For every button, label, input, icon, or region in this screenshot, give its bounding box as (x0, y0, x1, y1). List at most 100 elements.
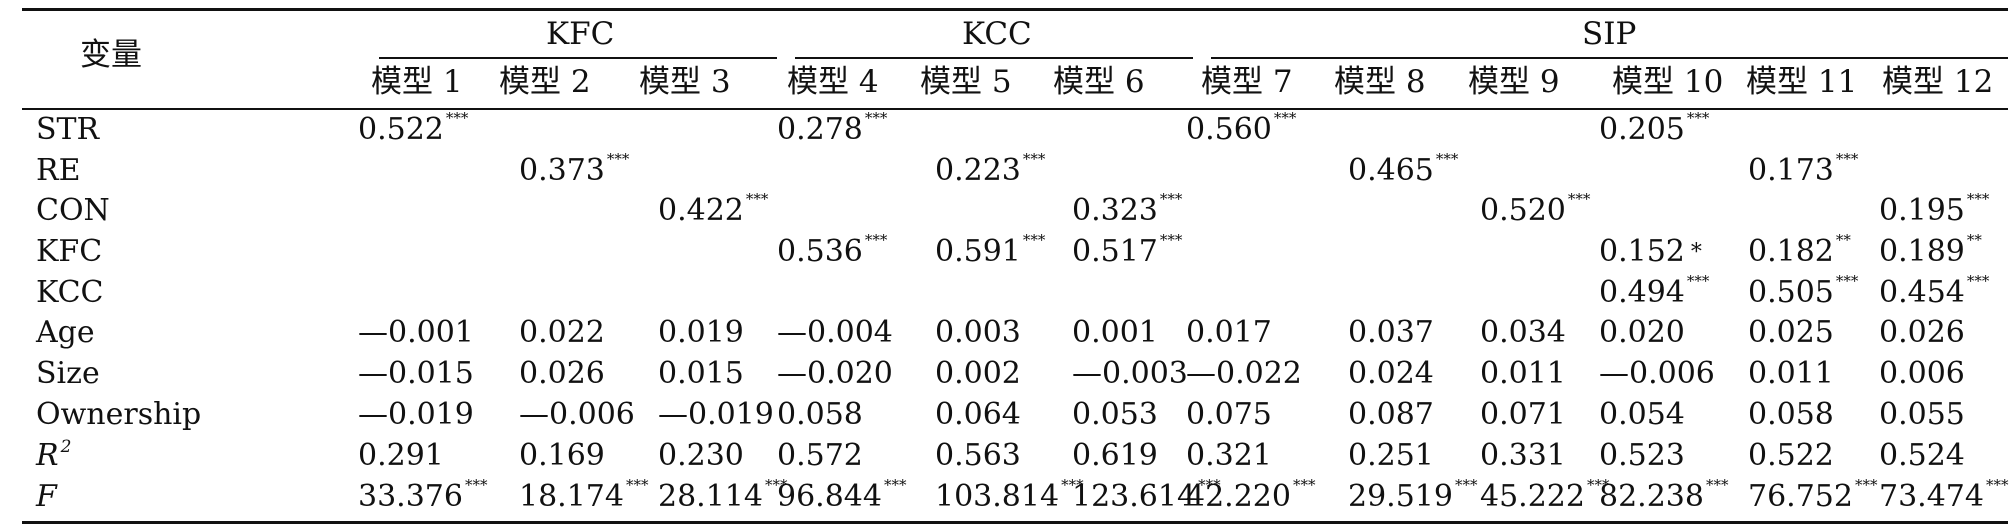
cell-value: 0.003 (935, 315, 1021, 350)
model-header: 模型 7 (1201, 64, 1293, 100)
table-cell: 0.572 (777, 441, 863, 471)
row-label-text: F (36, 479, 57, 514)
cell-value: —0.015 (358, 356, 474, 391)
model-header: 模型 8 (1334, 64, 1426, 100)
significance-marker: *** (1966, 272, 1990, 290)
model-header: 模型 10 (1612, 64, 1724, 100)
group-header-kcc: KCC (962, 16, 1032, 52)
table-cell: 0.006 (1879, 359, 1965, 389)
group-rule-kcc (795, 57, 1193, 59)
corner-label: 变量 (80, 37, 142, 73)
cell-value: 0.075 (1186, 397, 1272, 432)
row-label-text: KFC (36, 234, 103, 269)
model-header: 模型 11 (1746, 64, 1858, 100)
significance-marker: *** (1022, 150, 1046, 168)
cell-value: 0.169 (519, 438, 605, 473)
cell-value: 0.522 (1748, 438, 1834, 473)
cell-value: 0.278 (777, 112, 863, 147)
table-cell: 18.174 *** (519, 478, 648, 512)
significance-marker: *** (883, 476, 907, 494)
table-cell: 82.238 *** (1599, 478, 1728, 514)
model-header: 模型 9 (1468, 64, 1560, 100)
cell-value: 0.422 (658, 193, 744, 228)
row-label-text: Size (36, 356, 100, 391)
row-label-text: Ownership (36, 397, 202, 432)
significance-marker: *** (1854, 476, 1878, 494)
row-label: F (36, 482, 57, 512)
table-cell: 0.321 (1186, 441, 1272, 471)
table-cell: 0.522 (1748, 441, 1834, 471)
cell-value: 0.230 (658, 438, 744, 473)
significance-marker: *** (1686, 272, 1710, 290)
significance-marker: ** (1966, 231, 1982, 249)
header-bottom-rule (22, 108, 2008, 110)
significance-marker: *** (606, 150, 630, 168)
table-cell: 0.536 *** (777, 233, 887, 269)
table-cell: 0.563 (935, 441, 1021, 471)
cell-value: 82.238 (1599, 479, 1704, 514)
cell-value: 0.321 (1186, 438, 1272, 473)
cell-value: —0.022 (1186, 356, 1302, 391)
cell-value: 0.291 (358, 438, 444, 473)
row-label-text: KCC (36, 275, 104, 310)
cell-value: —0.004 (777, 315, 893, 350)
cell-value: 0.195 (1879, 193, 1965, 228)
table-cell: 0.591 *** (935, 233, 1045, 267)
cell-value: 0.002 (935, 356, 1021, 391)
table-cell: 0.524 (1879, 441, 1965, 471)
significance-marker: *** (764, 476, 788, 494)
table-cell: 0.523 (1599, 441, 1685, 471)
table-cell: —0.020 (777, 359, 893, 389)
table-cell: 0.331 (1480, 441, 1566, 471)
table-cell: 0.373 *** (519, 152, 629, 186)
table-cell: 0.230 (658, 441, 744, 471)
table-cell: 0.001 (1072, 318, 1158, 348)
cell-value: 0.011 (1480, 356, 1566, 391)
table-cell: 0.223 *** (935, 152, 1045, 186)
cell-value: 0.019 (658, 315, 744, 350)
cell-value: 0.053 (1072, 397, 1158, 432)
cell-value: —0.019 (658, 397, 774, 432)
table-cell: 0.037 (1348, 318, 1434, 348)
cell-value: 0.331 (1480, 438, 1566, 473)
table-cell: —0.006 (1599, 359, 1715, 389)
cell-value: —0.003 (1072, 356, 1188, 391)
table-cell: —0.006 (519, 400, 635, 430)
table-cell: 0.173 *** (1748, 152, 1858, 188)
table-cell: 0.182 ** (1748, 233, 1851, 267)
cell-value: 0.054 (1599, 397, 1685, 432)
cell-value: 0.522 (358, 112, 444, 147)
cell-value: 0.037 (1348, 315, 1434, 350)
table-cell: 0.205 *** (1599, 111, 1709, 145)
cell-value: 0.536 (777, 234, 863, 269)
table-cell: 0.323 *** (1072, 192, 1182, 226)
group-header-kfc: KFC (546, 16, 615, 52)
cell-value: 0.173 (1748, 153, 1834, 188)
table-cell: 0.034 (1480, 318, 1566, 348)
significance-marker: *** (745, 190, 769, 208)
significance-marker: *** (1159, 190, 1183, 208)
row-label: KCC (36, 278, 104, 308)
cell-value: 76.752 (1748, 479, 1853, 514)
table-cell: 0.025 (1748, 318, 1834, 348)
table-cell: 33.376 *** (358, 478, 487, 514)
cell-value: 0.454 (1879, 275, 1965, 310)
table-cell: 42.220 *** (1186, 478, 1315, 512)
cell-value: 0.015 (658, 356, 744, 391)
table-cell: 0.422 *** (658, 192, 768, 228)
significance-marker: *** (1835, 272, 1859, 290)
table-cell: —0.015 (358, 359, 474, 389)
table-cell: —0.019 (358, 400, 474, 430)
row-label-text: STR (36, 112, 100, 147)
cell-value: 123.614 (1072, 479, 1197, 514)
cell-value: 0.505 (1748, 275, 1834, 310)
table-cell: 0.055 (1879, 400, 1965, 430)
cell-value: 0.058 (777, 397, 863, 432)
table-cell: 0.002 (935, 359, 1021, 389)
cell-value: 33.376 (358, 479, 463, 514)
table-cell: 0.465 *** (1348, 152, 1458, 186)
table-cell: 0.278 *** (777, 111, 887, 147)
significance-marker: * (1690, 240, 1702, 265)
